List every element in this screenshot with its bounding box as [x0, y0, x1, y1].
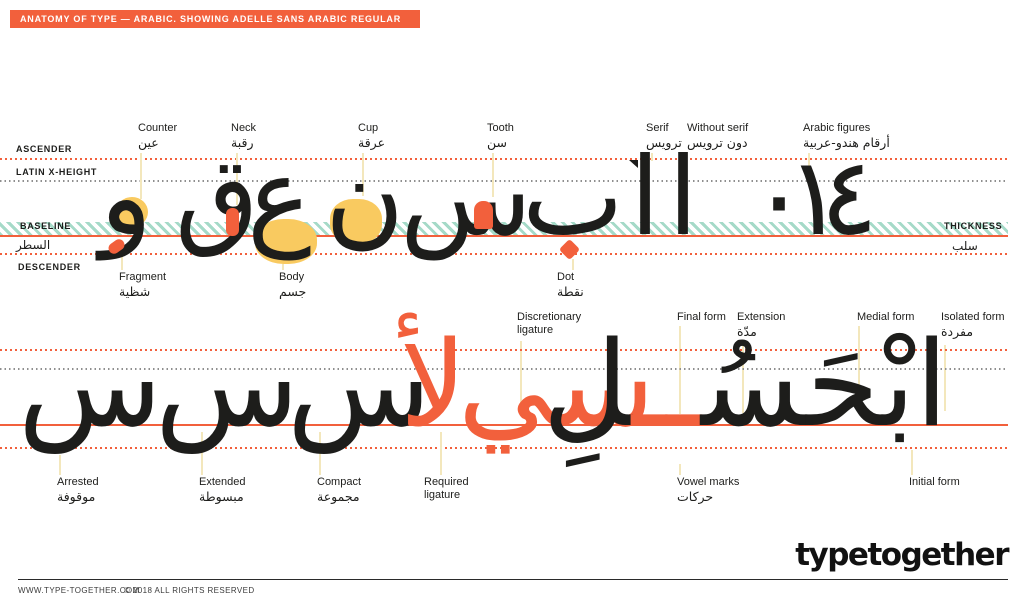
header-bar: ANATOMY OF TYPE — ARABIC. SHOWING ADELLE… — [10, 10, 420, 28]
label-isolated-form: Isolated form مفردة — [941, 311, 1005, 340]
footer-url: WWW.TYPE-TOGETHER.COM — [18, 586, 140, 595]
glyph-seen-arrested: س — [18, 315, 163, 453]
highlight-counter — [116, 197, 148, 227]
x-height-label: LATIN X-HEIGHT — [16, 167, 98, 177]
highlight-tooth — [474, 201, 493, 229]
label-neck: Neck رقبة — [231, 122, 257, 151]
glyph-figure-four: ٤ — [820, 135, 879, 260]
leader-cup — [362, 153, 364, 196]
leader-body — [282, 264, 284, 270]
leader-initial-form — [911, 450, 913, 475]
leader-neck — [236, 153, 238, 205]
leader-extension — [742, 345, 744, 413]
leader-medial-form — [858, 326, 860, 414]
row2-descender-line — [0, 447, 1008, 449]
highlight-cup — [330, 199, 382, 244]
glyph-seen: س — [400, 135, 532, 260]
glyph-alef-plain: ا — [668, 135, 699, 260]
row1-baseline-line — [0, 235, 1008, 237]
label-extension: Extension مدّة — [737, 311, 786, 340]
glyph-seen-yeh-ligature: سي — [457, 315, 655, 453]
leader-final-form — [679, 326, 681, 414]
glyph-figure-zero: ٠ — [750, 135, 809, 260]
leader-arabic-figures — [808, 153, 810, 171]
thickness-label: THICKNESS — [944, 221, 1003, 231]
label-counter: Counter عين — [138, 122, 178, 151]
row2-xheight-line — [0, 368, 1008, 370]
descender-label: DESCENDER — [18, 262, 81, 272]
glyph-seen-compact: س — [287, 315, 432, 453]
header-title: ANATOMY OF TYPE — ARABIC. SHOWING ADELLE… — [20, 14, 402, 24]
label-cup: Cup عرقة — [358, 122, 386, 151]
label-final-form: Final form — [677, 311, 726, 323]
leader-fragment — [121, 254, 123, 270]
ascender-label: ASCENDER — [16, 144, 73, 154]
label-extended: Extended مبسوطة — [199, 476, 246, 505]
label-body: Body جسم — [279, 271, 307, 300]
leader-without-serif — [684, 153, 686, 161]
glyph-waw: و — [100, 135, 153, 260]
label-medial-form: Medial form — [857, 311, 915, 323]
leader-serif — [651, 153, 653, 161]
label-vowel-marks: Vowel marks حركات — [677, 476, 740, 505]
row1-xheight-line — [0, 180, 1008, 182]
glyph-beh: ب — [522, 135, 624, 260]
row2-ascender-line — [0, 349, 1008, 351]
leader-tooth — [492, 153, 494, 197]
serif-flag — [629, 160, 638, 168]
row1-ascender-line — [0, 158, 1008, 160]
label-arabic-figures: Arabic figures أرقام هندو-عربية — [803, 122, 890, 151]
leader-arrested — [59, 455, 61, 475]
glyph-qaf: ق — [175, 135, 259, 260]
glyph-noon: ن — [325, 135, 405, 260]
label-dot: Dot نقطة — [557, 271, 584, 300]
row2-baseline-line — [0, 424, 1008, 426]
glyph-figure-one: ١ — [786, 135, 845, 260]
leader-vowel-marks — [679, 464, 681, 475]
glyph-seen-extended: س — [155, 315, 300, 453]
leader-isolated-form — [944, 345, 946, 411]
baseline-label: BASELINE — [20, 221, 72, 231]
highlight-neck — [226, 208, 239, 236]
row1-baseline-band — [0, 222, 1008, 236]
leader-dot — [572, 259, 574, 270]
thickness-label-ar: سلب — [952, 239, 978, 253]
label-without-serif: Without serif دون ترويس — [687, 122, 749, 151]
glyph-ain: ع — [247, 135, 312, 260]
typetogether-logo: typetogether — [795, 537, 1009, 573]
footer-copyright: © 2018 ALL RIGHTS RESERVED — [124, 586, 255, 595]
label-compact: Compact مجموعة — [317, 476, 362, 505]
leader-extended — [201, 432, 203, 475]
glyph-lam-alef-ligature: لأ — [399, 315, 467, 453]
row1-descender-line — [0, 253, 1008, 255]
label-fragment: Fragment شظية — [119, 271, 167, 300]
label-arrested: Arrested موقوفة — [57, 476, 99, 505]
footer-divider — [18, 579, 1008, 580]
label-discretionary-ligature: Discretionary ligature — [517, 311, 582, 337]
leader-counter — [140, 153, 142, 199]
glyph-word-with-vowels: ابْحَسُــلِ — [542, 315, 948, 453]
baseline-label-ar: السطر — [16, 238, 51, 252]
highlight-body — [255, 219, 317, 264]
label-required-ligature: Required ligature — [424, 476, 469, 502]
leader-discretionary — [520, 341, 522, 411]
leader-required-ligature — [440, 432, 442, 475]
leader-compact — [319, 432, 321, 475]
label-initial-form: Initial form — [909, 476, 960, 488]
label-tooth: Tooth سن — [487, 122, 514, 151]
label-serif: Serif ترويس — [646, 122, 682, 151]
